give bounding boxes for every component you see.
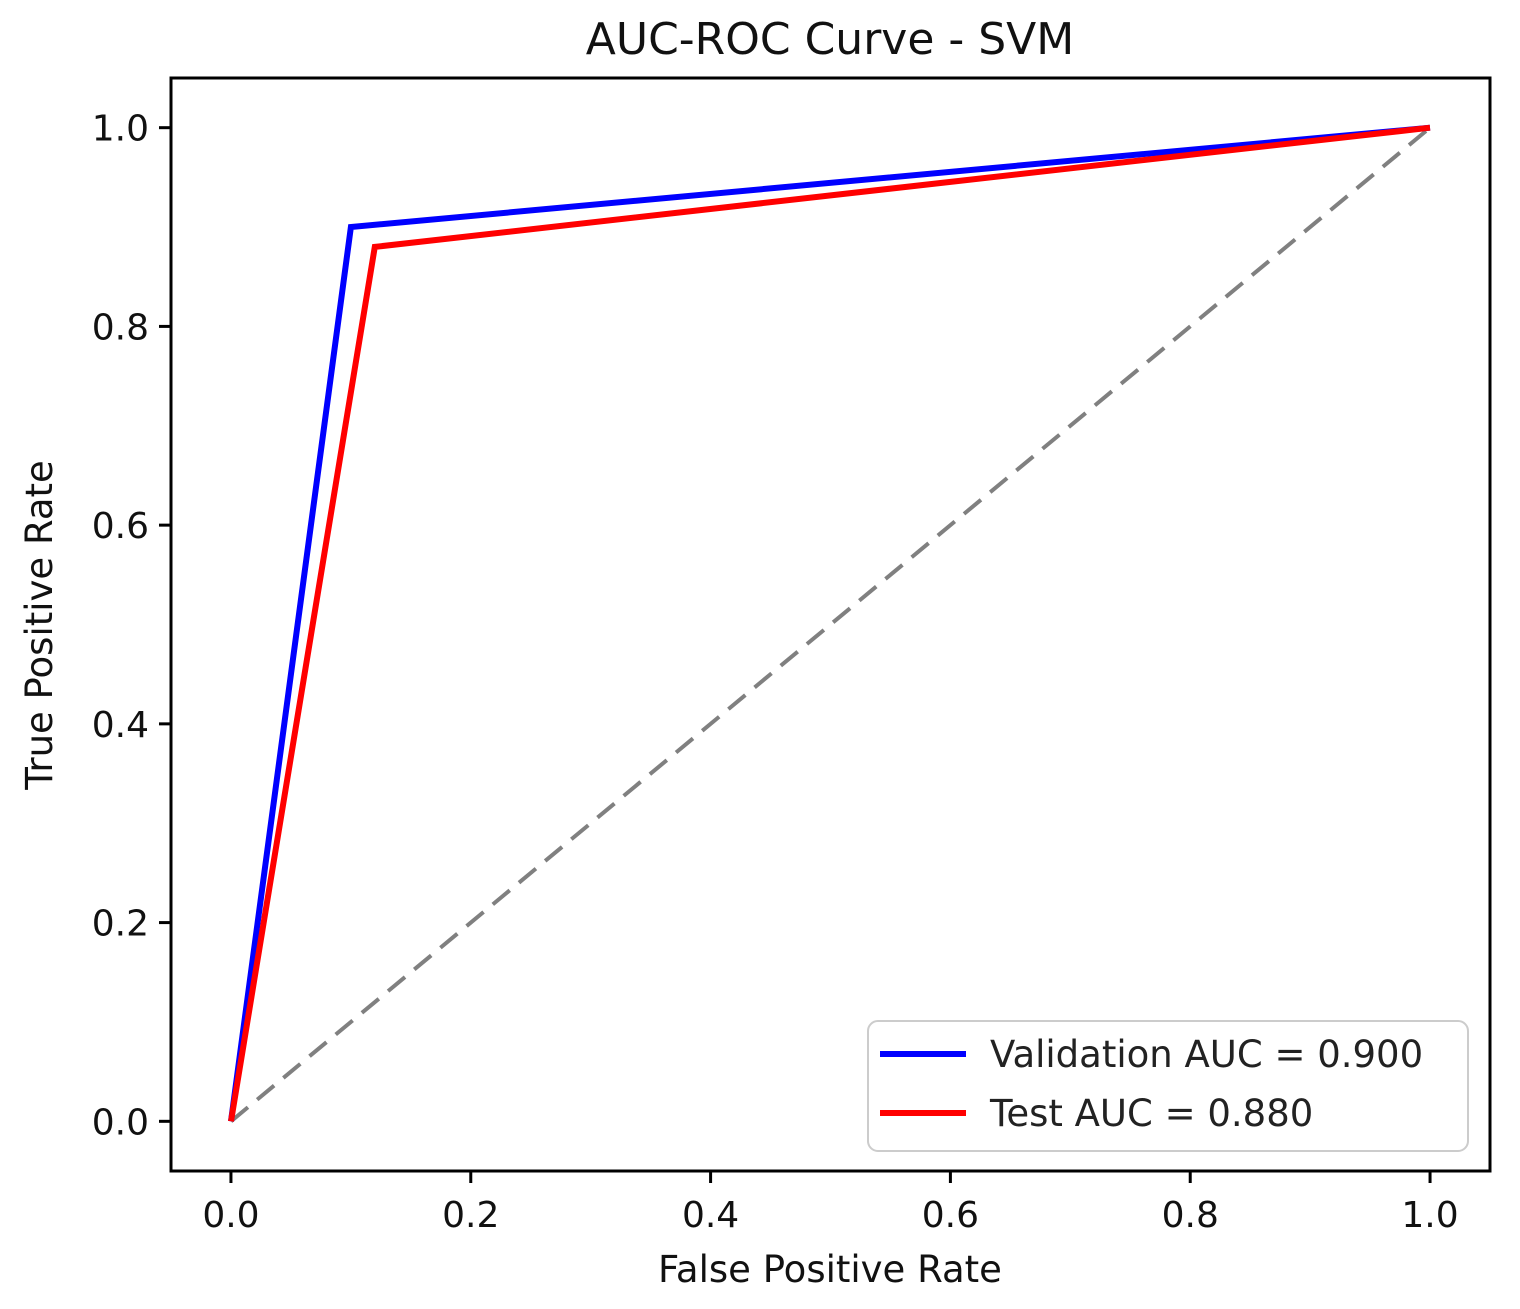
x-tick-label: 0.6: [922, 1195, 979, 1236]
y-tick-label: 0.6: [92, 506, 149, 547]
x-tick-label: 0.2: [442, 1195, 499, 1236]
chance-reference-line: [229, 126, 1432, 1123]
legend-box: [867, 1020, 1469, 1152]
test-roc-line: [228, 124, 1431, 1122]
validation-roc-line: [228, 124, 1431, 1122]
x-tick-label: 0.0: [202, 1195, 259, 1236]
y-tick-label: 0.4: [92, 705, 149, 746]
x-tick-label: 1.0: [1401, 1195, 1458, 1236]
x-axis-label: False Positive Rate: [658, 1248, 1002, 1291]
y-tick-label: 0.8: [92, 307, 149, 348]
y-tick-label: 0.2: [92, 904, 149, 945]
y-axis-label: True Positive Rate: [18, 460, 61, 791]
y-tick-label: 1.0: [92, 109, 149, 150]
x-axis-ticks: 0.0 0.2 0.4 0.6 0.8 1.0: [202, 1171, 1459, 1236]
legend-label-validation: Validation AUC = 0.900: [990, 1033, 1423, 1076]
x-tick-label: 0.8: [1162, 1195, 1219, 1236]
y-axis-ticks: 0.0 0.2 0.4 0.6 0.8 1.0: [92, 109, 171, 1143]
y-tick-label: 0.0: [92, 1102, 149, 1143]
plot-area-frame: [169, 76, 1492, 1173]
legend: Validation AUC = 0.900 Test AUC = 0.880: [867, 1020, 1469, 1152]
legend-label-test: Test AUC = 0.880: [989, 1092, 1313, 1135]
chart-title: AUC-ROC Curve - SVM: [586, 14, 1074, 65]
plot-lines: [228, 124, 1432, 1123]
x-tick-label: 0.4: [682, 1195, 739, 1236]
